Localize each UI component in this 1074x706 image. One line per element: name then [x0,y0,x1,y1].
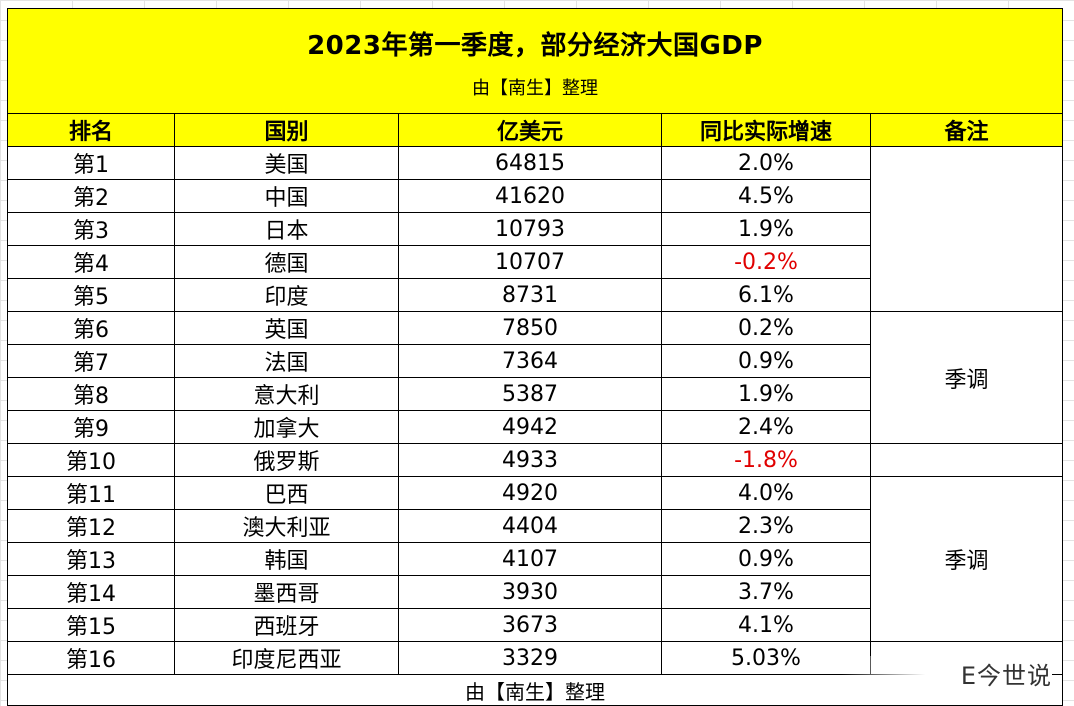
gdp-cell: 4404 [398,509,662,543]
table-row: 第13 韩国 4107 0.9% [7,542,1063,576]
rank-cell: 第9 [7,410,175,444]
gdp-table: 2023年第一季度，部分经济大国GDP 由【南生】整理 排名 国别 亿美元 同比… [6,8,1064,706]
country-cell: 西班牙 [174,608,399,642]
country-cell: 美国 [174,146,399,180]
gdp-cell: 4933 [398,443,662,477]
header-country: 国别 [174,113,399,147]
header-gdp: 亿美元 [398,113,662,147]
gdp-cell: 7850 [398,311,662,345]
note-cell: 季调 [869,311,1064,444]
rank-cell: 第12 [7,509,175,543]
growth-cell: 1.9% [661,377,871,411]
rank-cell: 第10 [7,443,175,477]
table-row: 第14 墨西哥 3930 3.7% [7,575,1063,609]
growth-cell: 2.0% [661,146,871,180]
rank-cell: 第15 [7,608,175,642]
country-cell: 日本 [174,212,399,246]
country-cell: 中国 [174,179,399,213]
growth-cell: 4.1% [661,608,871,642]
growth-cell: 2.3% [661,509,871,543]
gdp-cell: 7364 [398,344,662,378]
header-growth: 同比实际增速 [661,113,871,147]
gdp-cell: 10793 [398,212,662,246]
table-row: 第10 俄罗斯 4933 -1.8% [7,443,1064,477]
note-cell [869,146,1064,312]
country-cell: 印度尼西亚 [174,641,399,675]
table-row: 第11 巴西 4920 4.0% 季调 [7,476,1064,642]
country-cell: 俄罗斯 [174,443,399,477]
rank-cell: 第16 [7,641,175,675]
gdp-cell: 5387 [398,377,662,411]
note-cell [869,443,1064,477]
table-row: 第9 加拿大 4942 2.4% [7,410,1063,444]
table-row: 第8 意大利 5387 1.9% [7,377,1063,411]
rank-cell: 第11 [7,476,175,510]
rank-cell: 第3 [7,212,175,246]
rank-cell: 第2 [7,179,175,213]
country-cell: 巴西 [174,476,399,510]
growth-cell: -0.2% [661,245,871,279]
rank-cell: 第14 [7,575,175,609]
gdp-cell: 3673 [398,608,662,642]
table-title: 2023年第一季度，部分经济大国GDP [307,30,763,61]
gdp-cell: 3930 [398,575,662,609]
country-cell: 印度 [174,278,399,312]
growth-cell: 2.4% [661,410,871,444]
table-row: 第4 德国 10707 -0.2% [7,245,1063,279]
gdp-cell: 8731 [398,278,662,312]
growth-cell: -1.8% [661,443,871,477]
growth-cell: 0.2% [661,311,871,345]
watermark: E今世说 [840,656,1052,691]
header-note: 备注 [869,113,1064,147]
table-row: 第7 法国 7364 0.9% [7,344,1063,378]
table-row: 第5 印度 8731 6.1% [7,278,1063,312]
growth-cell: 0.9% [661,344,871,378]
header-row: 排名 国别 亿美元 同比实际增速 备注 [7,113,1064,147]
growth-cell: 4.5% [661,179,871,213]
country-cell: 意大利 [174,377,399,411]
note-cell: 季调 [869,476,1064,642]
gdp-cell: 4107 [398,542,662,576]
country-cell: 德国 [174,245,399,279]
table-row: 第1 美国 64815 2.0% [7,146,1064,312]
rank-cell: 第5 [7,278,175,312]
rank-cell: 第7 [7,344,175,378]
rank-cell: 第13 [7,542,175,576]
gdp-cell: 10707 [398,245,662,279]
table-row: 第15 西班牙 3673 4.1% [7,608,1063,642]
table-subtitle: 由【南生】整理 [472,77,599,99]
rank-cell: 第6 [7,311,175,345]
country-cell: 墨西哥 [174,575,399,609]
growth-cell: 1.9% [661,212,871,246]
growth-cell: 6.1% [661,278,871,312]
country-cell: 澳大利亚 [174,509,399,543]
gdp-cell: 4942 [398,410,662,444]
country-cell: 法国 [174,344,399,378]
gdp-cell: 41620 [398,179,662,213]
title-cell: 2023年第一季度，部分经济大国GDP 由【南生】整理 [6,8,1064,114]
growth-cell: 3.7% [661,575,871,609]
table-row: 第6 英国 7850 0.2% 季调 [7,311,1064,444]
growth-cell: 5.03% [661,641,871,675]
country-cell: 英国 [174,311,399,345]
gdp-cell: 64815 [398,146,662,180]
gdp-cell: 4920 [398,476,662,510]
header-rank: 排名 [7,113,175,147]
country-cell: 韩国 [174,542,399,576]
growth-cell: 0.9% [661,542,871,576]
rank-cell: 第8 [7,377,175,411]
gdp-cell: 3329 [398,641,662,675]
growth-cell: 4.0% [661,476,871,510]
title-row: 2023年第一季度，部分经济大国GDP 由【南生】整理 [6,8,1064,114]
rank-cell: 第1 [7,146,175,180]
rank-cell: 第4 [7,245,175,279]
country-cell: 加拿大 [174,410,399,444]
